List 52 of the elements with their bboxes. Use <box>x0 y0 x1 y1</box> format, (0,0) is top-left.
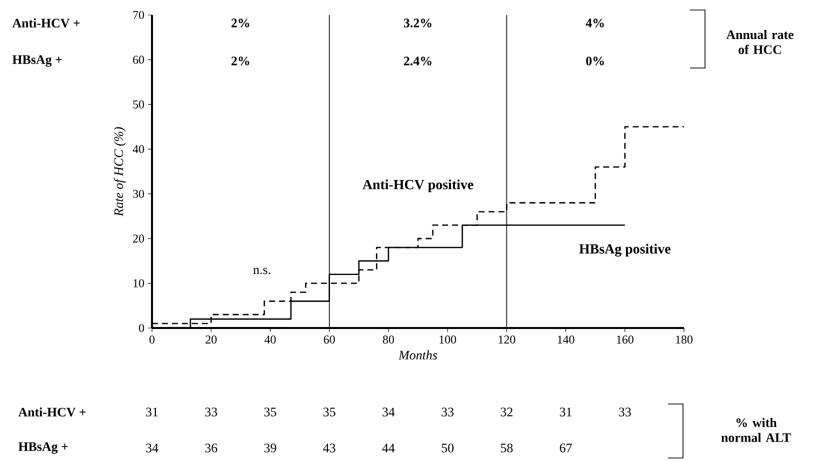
annotation: 0% <box>586 56 604 66</box>
text: 31 <box>560 408 572 416</box>
x-tick-label: 0 <box>149 336 155 344</box>
series-label: Anti-HCV positive <box>362 179 474 192</box>
y-tick-label: 10 <box>134 279 144 288</box>
series-label: HBsAg positive <box>579 244 670 257</box>
annotation: n.s. <box>253 268 270 274</box>
text: Anti-HCV + <box>18 407 86 417</box>
y-axis-title: Rate of HCC (%) <box>114 127 126 216</box>
x-axis-title: Months <box>398 350 438 360</box>
text: 43 <box>323 444 336 452</box>
x-tick-label: 80 <box>382 336 394 344</box>
text: 31 <box>146 408 158 416</box>
annotation: 2% <box>232 18 250 28</box>
annotation: 2.4% <box>404 56 432 66</box>
text: 58 <box>500 444 513 452</box>
text: 67 <box>560 444 572 452</box>
text: 33 <box>442 408 454 416</box>
text: 35 <box>323 408 336 416</box>
y-tick-label: 30 <box>133 190 144 198</box>
x-tick-label: 140 <box>558 336 574 344</box>
x-tick-label: 180 <box>676 336 693 344</box>
text: 34 <box>382 408 395 416</box>
text: 39 <box>264 444 276 452</box>
text: HBsAg + <box>18 442 68 454</box>
text: 35 <box>264 408 276 416</box>
x-tick-label: 20 <box>206 336 217 344</box>
y-tick-label: 50 <box>133 100 144 108</box>
text: 33 <box>619 408 631 416</box>
x-tick-label: 100 <box>440 336 456 344</box>
text: 33 <box>205 408 218 416</box>
y-tick-label: 40 <box>132 145 144 154</box>
text: 44 <box>382 444 395 452</box>
y-tick-label: 20 <box>133 234 144 243</box>
y-tick-label: 70 <box>133 10 144 20</box>
text: 50 <box>442 444 454 452</box>
text: Annual rate of HCC <box>726 30 794 54</box>
y-tick-label: 0 <box>138 324 144 332</box>
annotation: 4% <box>586 18 604 28</box>
text: 34 <box>146 444 158 452</box>
text: 32 <box>500 408 512 416</box>
x-tick-label: 60 <box>324 336 335 344</box>
text: Anti-HCV + <box>12 18 80 28</box>
text: HBsAg + <box>12 55 62 67</box>
annotation: 2% <box>232 56 250 66</box>
x-tick-label: 40 <box>264 336 276 344</box>
text: % with normal ALT <box>721 418 791 442</box>
y-tick-label: 60 <box>133 56 144 64</box>
x-tick-label: 160 <box>616 336 634 344</box>
text: 36 <box>205 444 218 452</box>
annotation: 3.2% <box>404 18 432 28</box>
x-tick-label: 120 <box>498 336 516 344</box>
